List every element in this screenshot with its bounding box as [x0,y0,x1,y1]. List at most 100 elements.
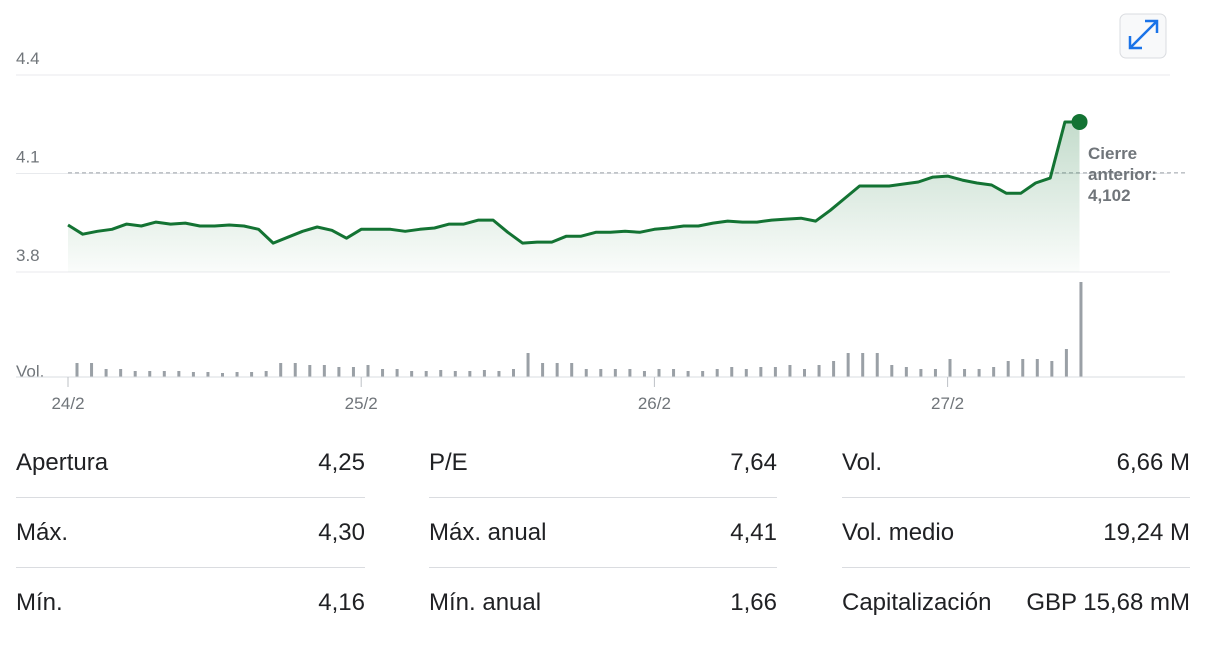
volume-bar [715,369,719,377]
volume-bar [686,371,690,377]
previous-close-title: Cierre anterior: [1088,144,1157,184]
volume-bar [308,365,312,377]
previous-close-value: 4,102 [1088,186,1131,205]
volume-bar [701,371,705,377]
volume-bar [861,353,865,377]
volume-bar [1035,359,1039,377]
stat-label: Vol. medio [842,518,955,546]
stat-row: Máx. anual 4,41 [429,498,777,568]
previous-close-title-line: Cierre [1088,144,1137,163]
volume-bar [424,371,428,377]
stat-value: 4,16 [318,589,365,616]
volume-bar [264,371,268,377]
volume-bar [1021,359,1025,377]
volume-bar [119,369,123,377]
volume-bar [788,365,792,377]
last-point [1071,113,1088,130]
volume-bar [410,371,414,377]
stat-value: 6,66 M [1116,448,1190,476]
x-tick-label: 24/2 [51,394,84,413]
volume-bar [468,371,472,377]
stat-value: 4,41 [730,518,777,546]
volume-bar [846,353,850,377]
volume-bar [206,372,210,377]
stat-value: GBP 15,68 mM [1026,589,1190,616]
stat-value: 19,24 M [1103,518,1190,546]
volume-bar [1079,282,1083,377]
volume-bar [439,370,443,377]
volume-bar [933,369,937,377]
volume-bar [497,371,501,377]
stat-value: 1,66 [730,589,777,616]
volume-bar [366,365,370,377]
volume-bar [351,367,355,377]
volume-bar [657,369,661,377]
volume-bar [890,365,894,377]
volume-bar [992,367,996,377]
stat-row: Capitalización GBP 15,68 mM [842,568,1190,638]
volume-bar [148,371,152,377]
y-tick-label: 4.4 [16,49,40,68]
volume-bar [584,369,588,377]
expand-button[interactable] [1119,13,1167,59]
volume-bar [730,367,734,377]
price-line [67,120,1080,245]
volume-bar [1006,361,1010,377]
volume-bar [512,369,515,377]
volume-bar [672,369,676,377]
volume-bar [803,369,806,377]
stat-label: Apertura [16,448,109,476]
stat-row: Máx. 4,30 [16,498,365,568]
volume-bar [235,372,239,377]
stat-label: Máx. [16,518,69,546]
previous-close-title-line: anterior: [1088,165,1157,184]
volume-bar [221,373,224,377]
volume-bar [832,361,836,377]
volume-bar [250,372,254,377]
volume-bar [75,363,79,377]
stat-label: Mín. anual [429,589,542,616]
volume-bar [1064,349,1068,377]
stat-value: 4,30 [318,518,365,546]
volume-bar [279,363,283,377]
stat-label: Vol. [842,448,883,476]
volume-bar [628,369,632,377]
volume-bar [104,369,108,377]
stat-row: Mín. anual 1,66 [429,568,777,638]
stat-label: Mín. [16,589,63,616]
x-tick-label: 25/2 [345,394,378,413]
stat-value: 7,64 [730,448,777,476]
stat-label: Máx. anual [429,518,547,546]
stat-value: 4,25 [318,448,365,476]
volume-bar [482,370,486,377]
volume-bar [759,367,763,377]
stat-label: P/E [429,448,468,476]
expand-icon[interactable] [1128,19,1159,50]
volume-bar [555,363,559,377]
stat-row: Vol. 6,66 M [842,428,1190,498]
volume-bar [1050,361,1054,377]
volume-bar [381,369,385,377]
volume-bar [395,369,399,377]
volume-bar [948,359,952,377]
volume-label: Vol. [16,362,44,381]
volume-bar [875,353,879,377]
x-tick-label: 27/2 [931,394,964,413]
volume-bar [453,371,457,377]
volume-bar [337,367,341,377]
volume-bar [526,353,530,377]
y-tick-label: 3.8 [16,246,40,265]
stat-row: P/E 7,64 [429,428,777,498]
volume-bar [133,371,137,377]
stat-label: Capitalización [842,589,992,616]
volume-bar [977,369,981,377]
stat-row: Mín. 4,16 [16,568,365,638]
volume-bar [570,363,574,377]
y-tick-label: 4.1 [16,148,40,167]
volume-bar [744,369,748,377]
volume-bar [90,363,94,377]
stat-row: Vol. medio 19,24 M [842,498,1190,568]
stat-row: Apertura 4,25 [16,428,365,498]
volume-bar [191,372,195,377]
